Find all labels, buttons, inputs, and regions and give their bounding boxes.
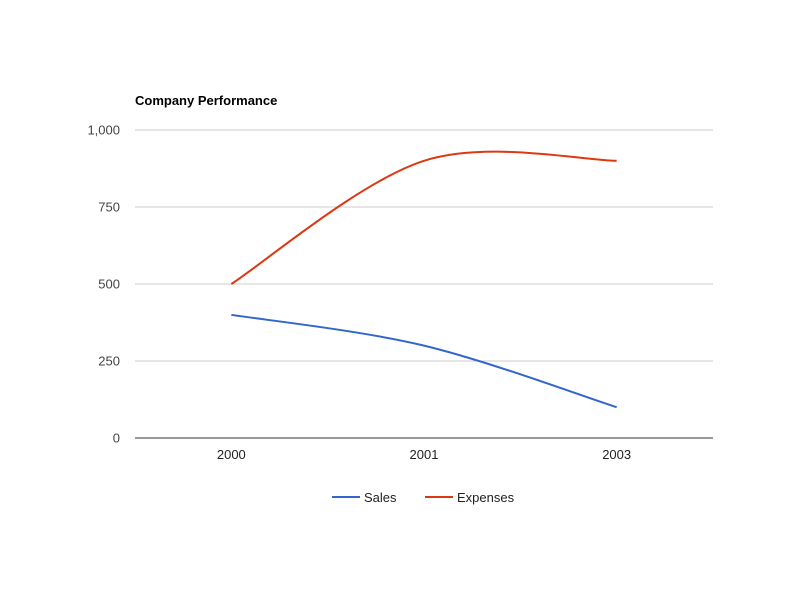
series-line-sales — [231, 313, 617, 409]
series-line-expenses — [230, 150, 617, 285]
y-tick-label: 500 — [98, 277, 120, 292]
legend-item-expenses[interactable]: Expenses — [425, 490, 515, 505]
x-tick-label: 2000 — [217, 447, 246, 462]
y-tick-label: 750 — [98, 200, 120, 215]
x-tick-label: 2001 — [410, 447, 439, 462]
y-tick-label: 0 — [113, 431, 120, 446]
x-tick-label: 2003 — [602, 447, 631, 462]
legend-label: Sales — [364, 490, 397, 505]
chart-title: Company Performance — [135, 93, 277, 108]
y-tick-label: 1,000 — [87, 123, 120, 138]
y-tick-label: 250 — [98, 354, 120, 369]
legend-label: Expenses — [457, 490, 515, 505]
legend-item-sales[interactable]: Sales — [332, 490, 397, 505]
